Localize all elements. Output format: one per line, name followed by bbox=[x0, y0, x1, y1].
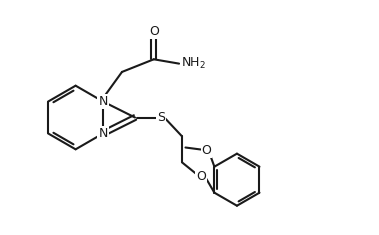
Text: NH$_2$: NH$_2$ bbox=[181, 56, 206, 71]
Text: O: O bbox=[196, 170, 206, 183]
Text: N: N bbox=[99, 95, 108, 108]
Text: S: S bbox=[157, 111, 165, 124]
Text: N: N bbox=[99, 127, 108, 140]
Text: O: O bbox=[202, 144, 211, 157]
Text: O: O bbox=[149, 25, 159, 38]
